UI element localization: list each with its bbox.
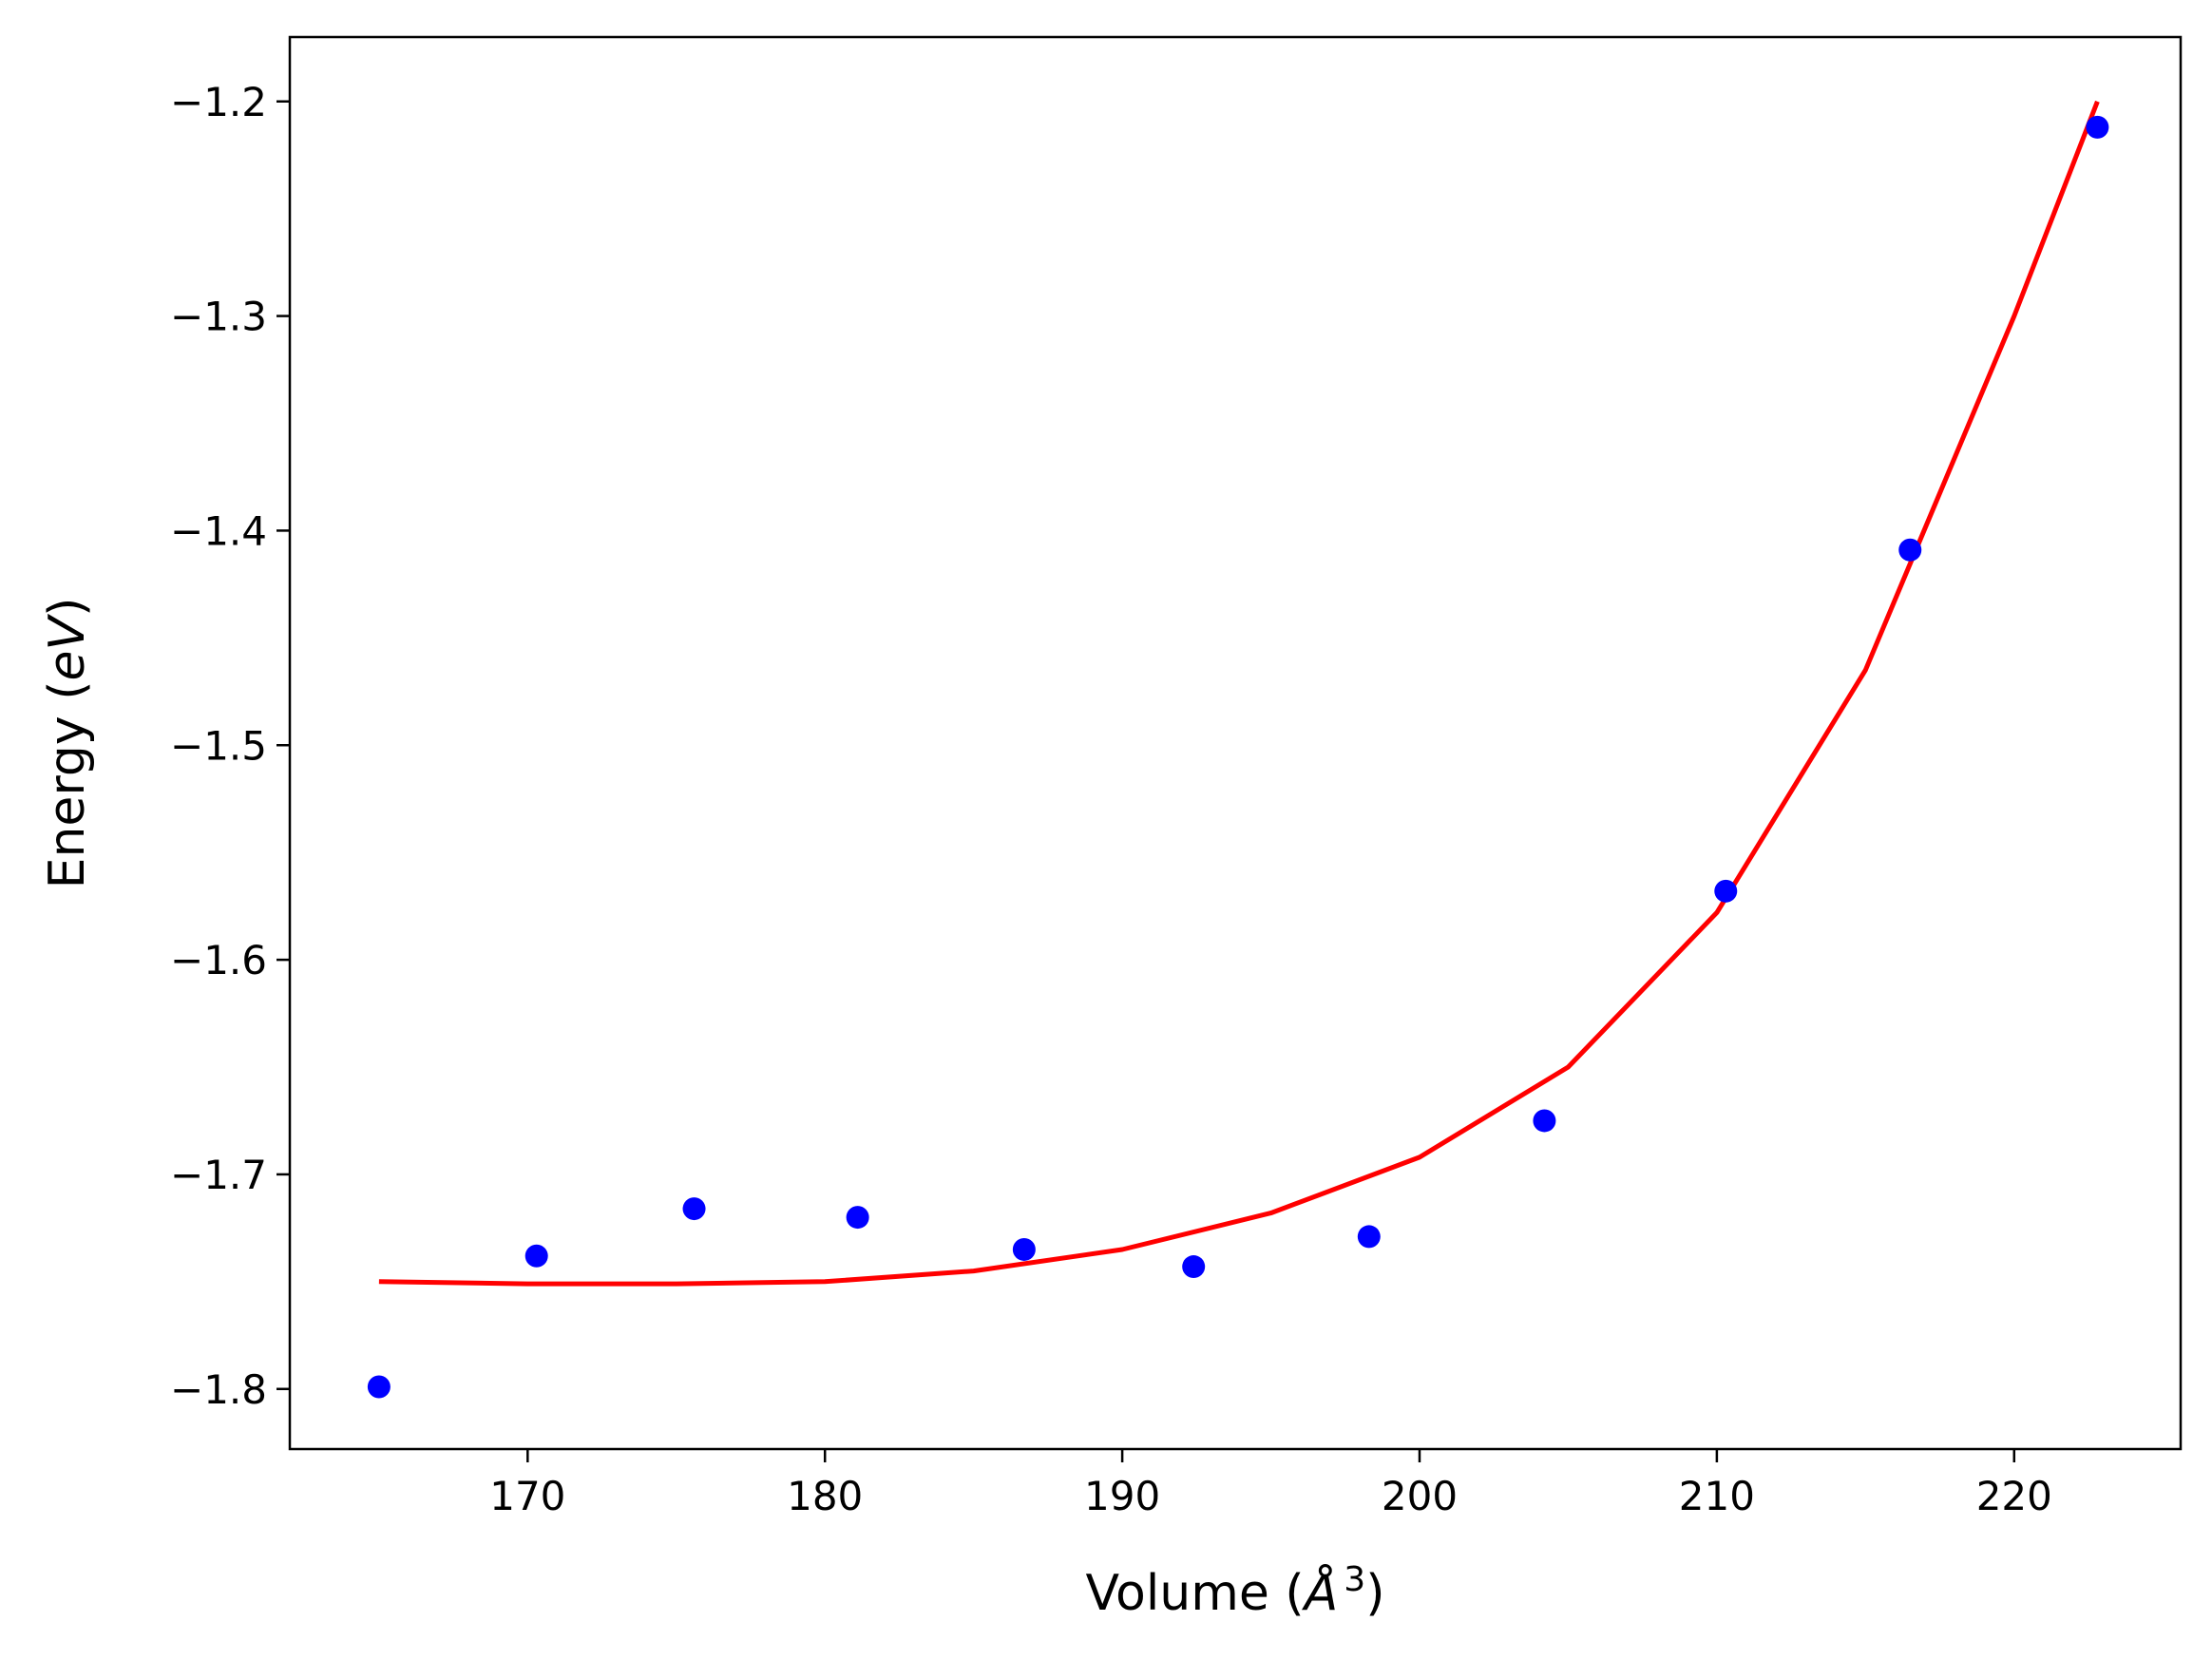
- y-axis-title-unit: eV: [39, 614, 96, 681]
- data-point: [524, 1244, 548, 1268]
- y-tick-label: −1.3: [170, 294, 267, 340]
- x-axis-title-power: 3: [1344, 1560, 1365, 1599]
- plot-frame: [288, 35, 2183, 1451]
- x-axis: 170 180 190 200 210 220: [489, 1449, 2052, 1519]
- data-point: [1714, 879, 1738, 903]
- data-point: [682, 1197, 706, 1221]
- x-tick-label: 200: [1382, 1473, 1458, 1519]
- y-tick-label: −1.6: [170, 937, 267, 983]
- plot-area: [290, 37, 2181, 1449]
- data-point: [1012, 1237, 1036, 1261]
- data-point: [367, 1375, 391, 1399]
- y-tick-label: −1.8: [170, 1366, 267, 1413]
- x-tick-label: 170: [489, 1473, 565, 1519]
- y-axis-title-prefix: Energy (: [39, 681, 96, 889]
- y-tick-label: −1.5: [170, 722, 267, 769]
- x-axis-title-suffix: ): [1365, 1565, 1384, 1622]
- data-point: [846, 1206, 869, 1230]
- x-tick-label: 210: [1679, 1473, 1755, 1519]
- data-point: [1182, 1255, 1206, 1279]
- x-tick-label: 220: [1976, 1473, 2052, 1519]
- y-axis-title-suffix: ): [39, 598, 96, 617]
- x-tick-label: 180: [787, 1473, 863, 1519]
- fit-curve: [378, 100, 2100, 1287]
- y-axis: −1.2 −1.3 −1.4 −1.5 −1.6 −1.7 −1.8: [170, 79, 290, 1413]
- data-point: [1533, 1109, 1556, 1133]
- x-tick-label: 190: [1084, 1473, 1160, 1519]
- y-tick-label: −1.4: [170, 507, 267, 554]
- y-axis-title: Energy (eV): [39, 598, 96, 889]
- x-axis-title-unit: Å: [1302, 1563, 1339, 1622]
- y-tick-label: −1.2: [170, 79, 267, 125]
- y-tick-label: −1.7: [170, 1152, 267, 1198]
- data-point: [2086, 115, 2109, 139]
- x-axis-title-prefix: Volume (: [1086, 1565, 1305, 1622]
- fit-curve-layer: [378, 100, 2100, 1287]
- data-point: [1357, 1225, 1381, 1249]
- data-points-layer: [367, 115, 2109, 1399]
- x-axis-title: Volume (Å 3): [1086, 1560, 1385, 1622]
- data-point: [1898, 538, 1922, 562]
